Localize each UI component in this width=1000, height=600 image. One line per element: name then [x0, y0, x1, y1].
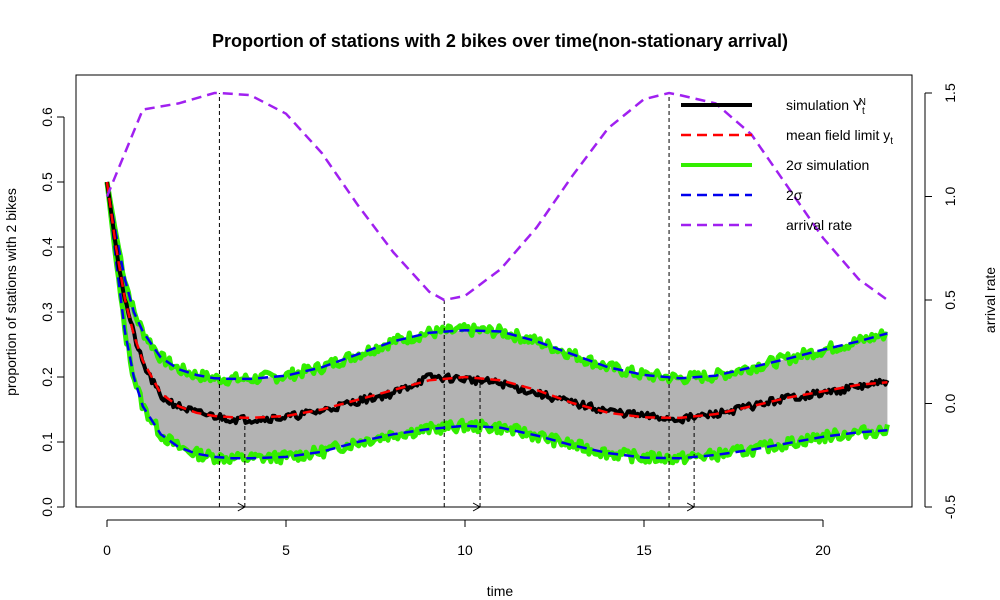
plot-frame [75, 74, 913, 508]
x-tick-label-15: 15 [636, 542, 652, 558]
band-layer [107, 182, 888, 459]
y2-tick-label--0.5: -0.5 [942, 495, 958, 519]
y2-tick-label-0.0: 0.0 [942, 394, 958, 414]
legend-label-2: 2σ simulation [786, 157, 869, 173]
x-axis-label: time [487, 583, 514, 599]
sim-2sigma-lower-line [104, 181, 890, 466]
x-tick-label-10: 10 [457, 542, 473, 558]
y2-axis: -0.5 0.0 0.5 1.0 1.5 [924, 83, 958, 519]
y-tick-label-0.6: 0.6 [39, 107, 55, 127]
series-layer [105, 91, 890, 460]
arrow-head-6 [237, 502, 246, 512]
legend-label-4: arrival rate [786, 217, 852, 233]
chart-title: Proportion of stations with 2 bikes over… [212, 31, 788, 51]
y-tick-label-0.4: 0.4 [39, 237, 55, 257]
legend: simulation YtN mean field limit yt 2σ simu… [681, 97, 893, 233]
y-tick-label-0.3: 0.3 [39, 302, 55, 322]
y2-tick-label-1.0: 1.0 [942, 187, 958, 207]
x-axis: 0 5 10 15 20 [103, 519, 831, 558]
y-axis-label: proportion of stations with 2 bikes [3, 188, 19, 396]
mean-field-line [105, 181, 888, 420]
y2-axis-label: arrival rate [982, 267, 998, 333]
y-tick-label-0.2: 0.2 [39, 367, 55, 387]
vline-layer [218, 93, 696, 512]
x-tick-label-5: 5 [282, 542, 290, 558]
y-tick-label-0.5: 0.5 [39, 172, 55, 192]
x-tick-label-0: 0 [103, 542, 111, 558]
y-tick-label-0.0: 0.0 [39, 497, 55, 517]
y2-tick-label-0.5: 0.5 [942, 290, 958, 310]
y-axis: 0.0 0.1 0.2 0.3 0.4 0.5 0.6 [39, 107, 65, 517]
arrow-head-7 [472, 502, 482, 512]
legend-label-0: simulation YtN [786, 97, 866, 117]
two-sigma-lower-line [105, 181, 888, 460]
arrival-rate-line [105, 91, 889, 302]
x-tick-label-20: 20 [815, 542, 831, 558]
confidence-band [107, 182, 888, 459]
arrow-head-8 [686, 502, 696, 512]
legend-label-1: mean field limit yt [786, 127, 893, 147]
y2-tick-label-1.5: 1.5 [942, 83, 958, 103]
legend-label-3: 2σ [786, 187, 803, 203]
y-tick-label-0.1: 0.1 [39, 432, 55, 452]
two-sigma-upper-line [105, 181, 888, 381]
simulation-line [105, 181, 890, 426]
